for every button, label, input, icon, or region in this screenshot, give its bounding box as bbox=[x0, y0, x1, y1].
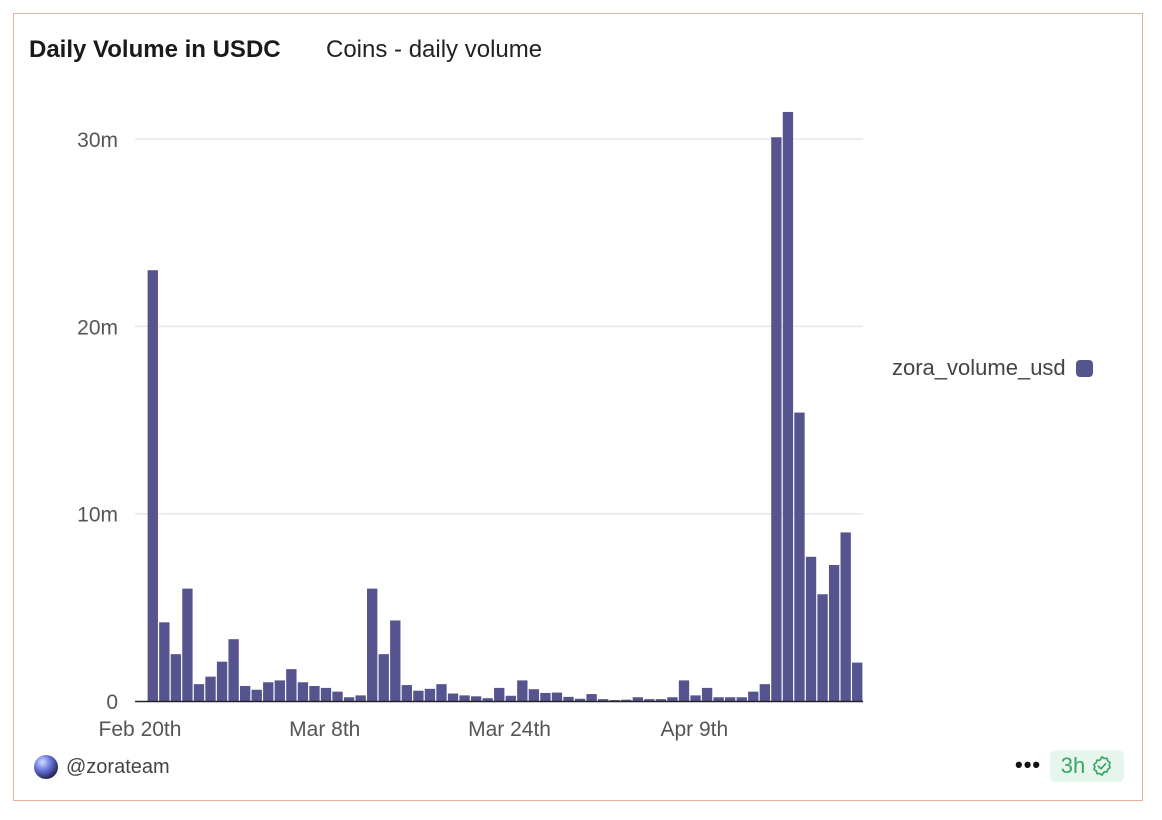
bar bbox=[228, 639, 239, 701]
bar bbox=[540, 692, 551, 701]
x-tick-label: Mar 24th bbox=[468, 718, 551, 741]
more-options-button[interactable]: ••• bbox=[1015, 752, 1042, 777]
bar bbox=[771, 137, 782, 702]
bar bbox=[159, 622, 170, 701]
bar bbox=[286, 669, 297, 701]
bar bbox=[367, 588, 378, 701]
y-tick-label: 20m bbox=[77, 316, 118, 339]
avatar bbox=[34, 755, 58, 779]
bar bbox=[401, 685, 413, 701]
bar bbox=[817, 594, 828, 701]
bar bbox=[586, 694, 597, 701]
chart-subtitle: Coins - daily volume bbox=[326, 36, 543, 63]
bar bbox=[343, 697, 355, 701]
bar bbox=[205, 676, 216, 701]
chart-title: Daily Volume in USDC bbox=[29, 36, 281, 63]
bar bbox=[216, 661, 228, 701]
bar bbox=[551, 692, 563, 701]
author-handle: @zorateam bbox=[66, 755, 170, 778]
bar bbox=[505, 695, 516, 701]
bar bbox=[182, 588, 193, 701]
bar bbox=[690, 695, 701, 701]
bar bbox=[320, 687, 332, 701]
bar bbox=[239, 686, 251, 701]
bar bbox=[574, 698, 586, 701]
bar bbox=[828, 565, 840, 701]
bar bbox=[632, 697, 643, 701]
bar bbox=[736, 697, 747, 701]
bar bbox=[528, 689, 540, 701]
bar bbox=[782, 111, 794, 701]
author[interactable]: @zorateam bbox=[34, 755, 170, 779]
bar bbox=[355, 695, 366, 701]
bar bbox=[644, 699, 655, 701]
bar bbox=[621, 699, 632, 701]
legend[interactable]: zora_volume_usd bbox=[892, 355, 1093, 381]
y-tick-label: 30m bbox=[77, 129, 118, 152]
legend-label: zora_volume_usd bbox=[892, 355, 1066, 380]
bar bbox=[678, 680, 690, 701]
freshness-badge[interactable]: 3h bbox=[1050, 750, 1124, 782]
bar bbox=[667, 697, 678, 701]
bar bbox=[147, 270, 158, 701]
bar bbox=[332, 691, 343, 701]
bar bbox=[297, 682, 309, 701]
bar bbox=[459, 695, 470, 701]
verified-check-icon bbox=[1093, 756, 1112, 776]
bar bbox=[748, 691, 759, 701]
bar bbox=[563, 696, 574, 701]
bar bbox=[263, 682, 274, 701]
bar bbox=[840, 532, 851, 701]
bar bbox=[170, 654, 182, 701]
legend-swatch bbox=[1075, 359, 1093, 377]
y-tick-label: 0 bbox=[106, 691, 118, 714]
bar bbox=[701, 687, 713, 701]
bar bbox=[852, 662, 863, 701]
freshness-text: 3h bbox=[1060, 753, 1086, 778]
bar bbox=[805, 556, 817, 701]
bar bbox=[251, 689, 262, 701]
bar bbox=[436, 684, 447, 701]
bar bbox=[193, 684, 205, 701]
bar bbox=[413, 690, 424, 701]
bar bbox=[597, 699, 609, 701]
bar bbox=[494, 687, 505, 701]
bar bbox=[390, 620, 401, 701]
bar bbox=[759, 684, 771, 701]
bar bbox=[447, 693, 459, 701]
chart-card bbox=[13, 13, 1143, 801]
x-tick-label: Feb 20th bbox=[99, 718, 182, 741]
bar bbox=[378, 654, 389, 701]
y-tick-label: 10m bbox=[77, 504, 118, 527]
bar bbox=[794, 412, 805, 701]
bar bbox=[609, 700, 620, 701]
bar bbox=[482, 698, 493, 701]
bar bbox=[713, 697, 724, 701]
bar bbox=[424, 688, 436, 701]
bar bbox=[655, 699, 667, 701]
x-tick-label: Mar 8th bbox=[289, 718, 360, 741]
bar bbox=[725, 697, 736, 701]
bar bbox=[470, 696, 482, 701]
bar bbox=[274, 680, 285, 701]
bar bbox=[309, 686, 320, 701]
x-tick-label: Apr 9th bbox=[660, 718, 728, 741]
bar bbox=[517, 680, 528, 701]
